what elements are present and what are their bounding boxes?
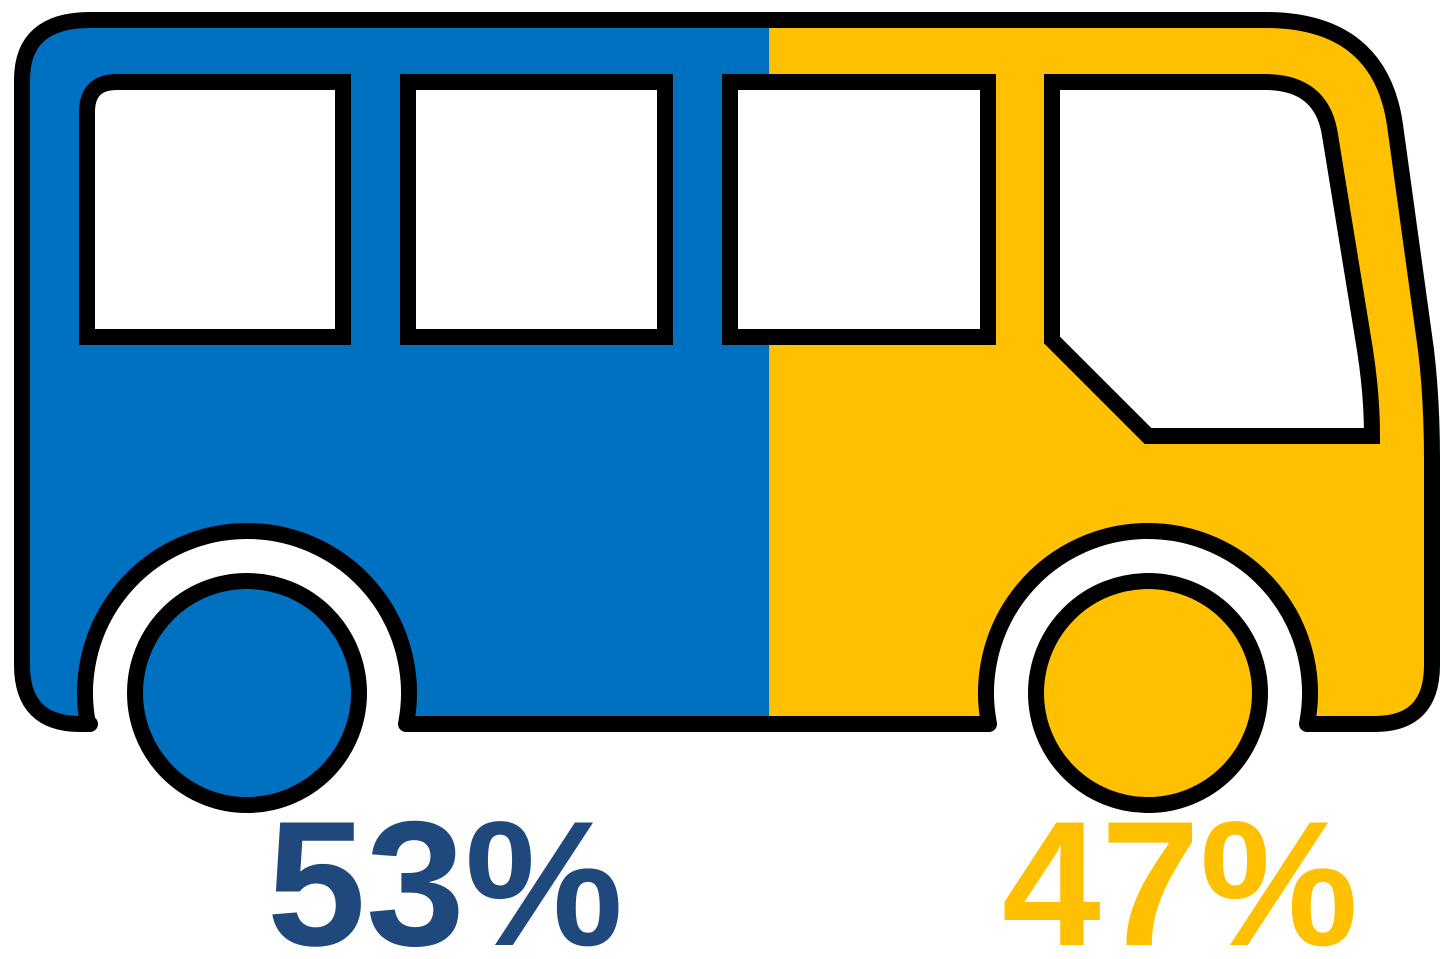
value-label: 53% [267,784,623,959]
bus-outline [14,12,1440,732]
window [400,74,673,345]
wheel [127,573,367,813]
value-label: 47% [1002,784,1358,959]
wheel [1028,573,1268,813]
windshield [1044,74,1381,444]
window [722,74,996,345]
window [79,74,351,345]
